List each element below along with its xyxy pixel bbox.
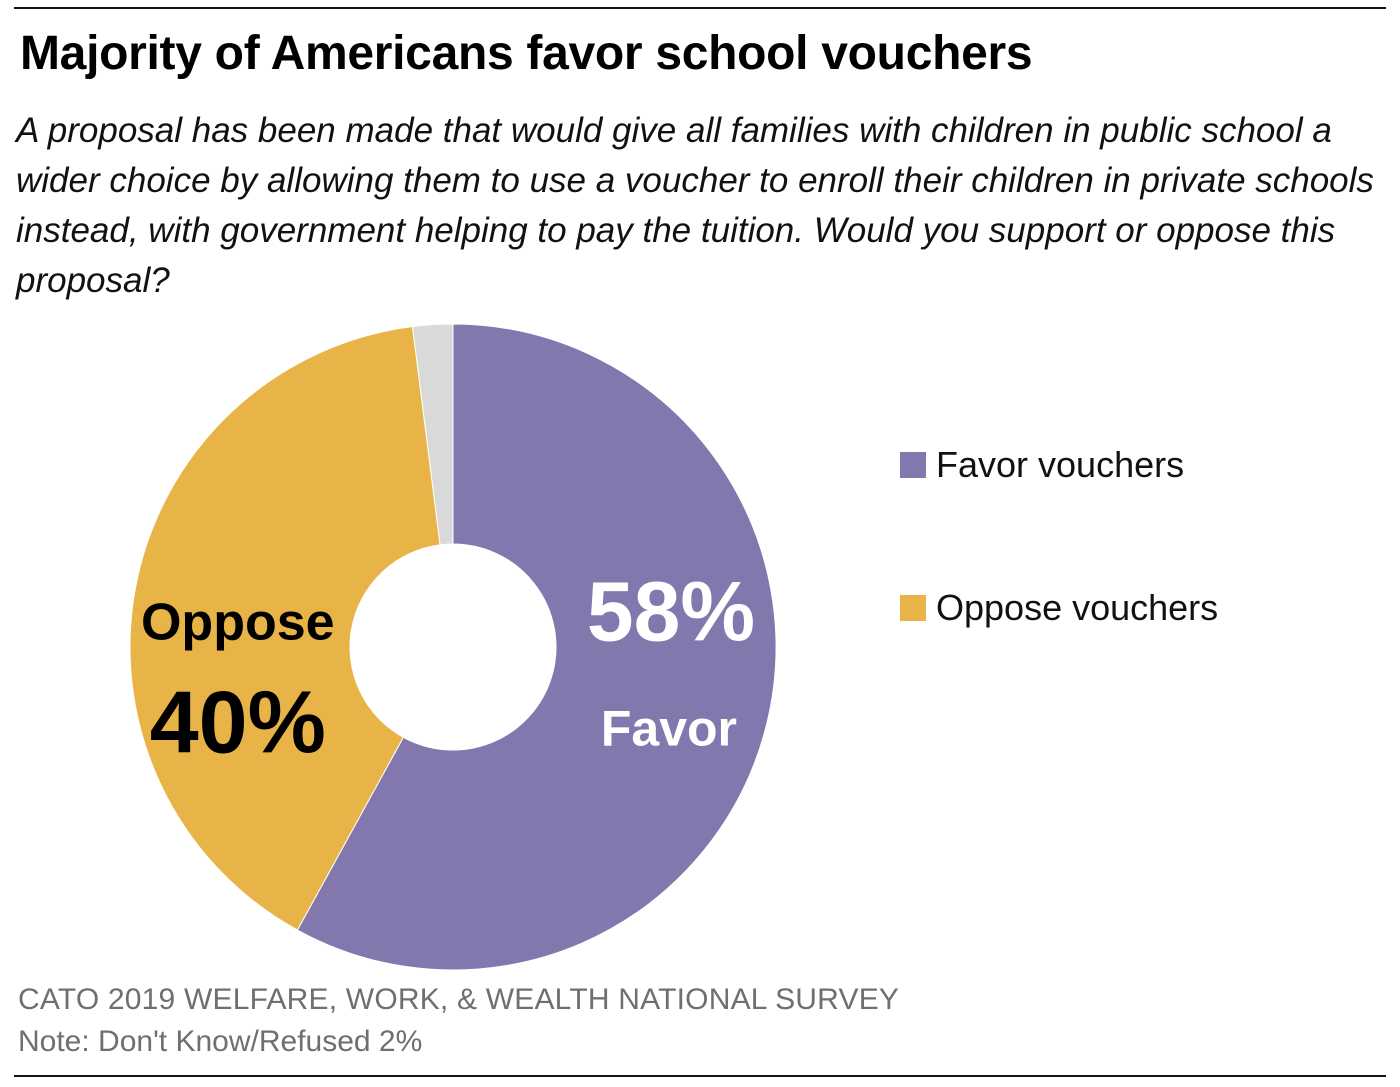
legend-swatch-oppose — [900, 595, 926, 621]
label-layer: 58% Favor Oppose 40% — [141, 565, 755, 772]
slice-unlabeled — [411, 323, 454, 546]
note-text: Note: Don't Know/Refused 2% — [18, 1025, 423, 1058]
source-text: CATO 2019 WELFARE, WORK, & WEALTH NATION… — [18, 983, 900, 1016]
legend-label-favor: Favor vouchers — [936, 444, 1185, 485]
data-label-oppose-value: 40% — [150, 672, 326, 771]
slice-oppose-vouchers — [129, 325, 441, 931]
data-label-favor-value: 58% — [587, 565, 755, 659]
chart-title: Majority of Americans favor school vouch… — [20, 27, 1033, 80]
data-label-favor-name: Favor — [601, 701, 737, 757]
legend-item-oppose: Oppose vouchers — [900, 583, 1218, 633]
legend-label-oppose: Oppose vouchers — [936, 587, 1219, 628]
donut-chart: 58% Favor Oppose 40% — [129, 323, 777, 971]
legend-item-favor: Favor vouchers — [900, 440, 1184, 490]
bottom-rule — [14, 1075, 1386, 1077]
survey-question: A proposal has been made that would give… — [16, 111, 1374, 300]
slice-layer — [129, 323, 777, 971]
legend-swatch-favor — [900, 452, 926, 478]
slice-favor-vouchers — [296, 323, 777, 971]
data-label-oppose-name: Oppose — [141, 593, 335, 651]
top-rule — [14, 7, 1386, 9]
